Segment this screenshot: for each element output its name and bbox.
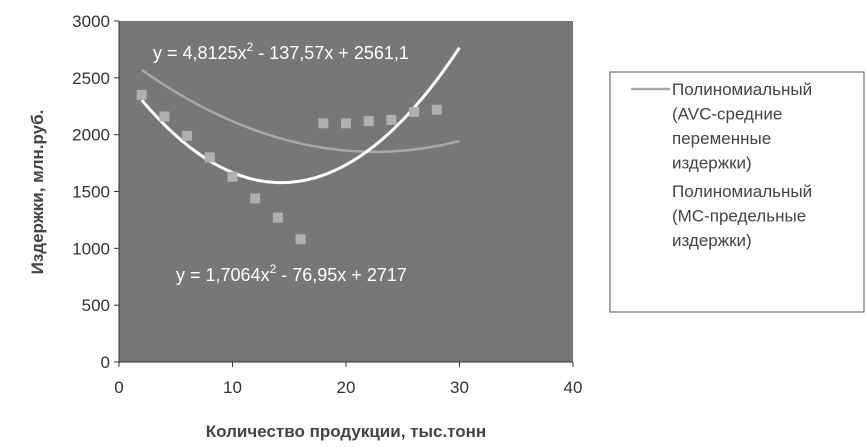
data-point <box>431 104 442 115</box>
mc-trendline <box>140 46 461 185</box>
legend-label: издержки) <box>672 154 752 173</box>
y-tick-label: 3000 <box>72 12 110 31</box>
data-point <box>227 171 238 182</box>
data-point <box>182 130 193 141</box>
x-tick-label: 20 <box>337 378 356 397</box>
data-point <box>272 212 283 223</box>
x-tick-label: 0 <box>114 378 123 397</box>
trendlines <box>140 46 461 185</box>
y-tick-label: 2500 <box>72 69 110 88</box>
x-axis-title: Количество продукции, тыс.тонн <box>206 422 486 441</box>
y-tick-label: 2000 <box>72 126 110 145</box>
legend-label: издержки) <box>672 231 752 250</box>
data-point <box>204 152 215 163</box>
y-axis-ticks: 0 500 1000 1500 2000 2500 3000 <box>72 12 119 372</box>
y-axis-title: Издержки, млн.руб. <box>28 110 47 275</box>
data-point <box>409 106 420 117</box>
x-axis-ticks: 0 10 20 30 40 <box>114 362 582 397</box>
legend-label: (AVC-средние <box>672 105 782 124</box>
avc-trendline <box>140 68 460 154</box>
data-point <box>386 114 397 125</box>
avc-equation-label: y = 1,7064x2 - 76,95x + 2717 <box>176 262 407 285</box>
y-tick-label: 500 <box>82 296 110 315</box>
legend-label: Полиномиальный <box>672 80 812 99</box>
legend-label: (MC-предельные <box>672 207 806 226</box>
data-point <box>250 193 261 204</box>
data-point <box>159 111 170 122</box>
x-tick-label: 10 <box>223 378 242 397</box>
data-point <box>363 116 374 127</box>
data-points <box>136 89 442 245</box>
x-tick-label: 30 <box>450 378 469 397</box>
data-point <box>136 89 147 100</box>
y-tick-label: 1000 <box>72 239 110 258</box>
y-tick-label: 0 <box>101 353 110 372</box>
legend-label: Полиномиальный <box>672 182 812 201</box>
y-tick-label: 1500 <box>72 183 110 202</box>
legend: Полиномиальный (AVC-средние переменные изде… <box>631 80 812 250</box>
mc-equation-label: y = 4,8125x2 - 137,57x + 2561,1 <box>153 40 409 63</box>
data-point <box>318 118 329 129</box>
plot-area <box>119 21 573 362</box>
data-point <box>295 234 306 245</box>
x-tick-label: 40 <box>564 378 583 397</box>
legend-label: переменные <box>672 129 771 148</box>
data-point <box>341 118 351 129</box>
